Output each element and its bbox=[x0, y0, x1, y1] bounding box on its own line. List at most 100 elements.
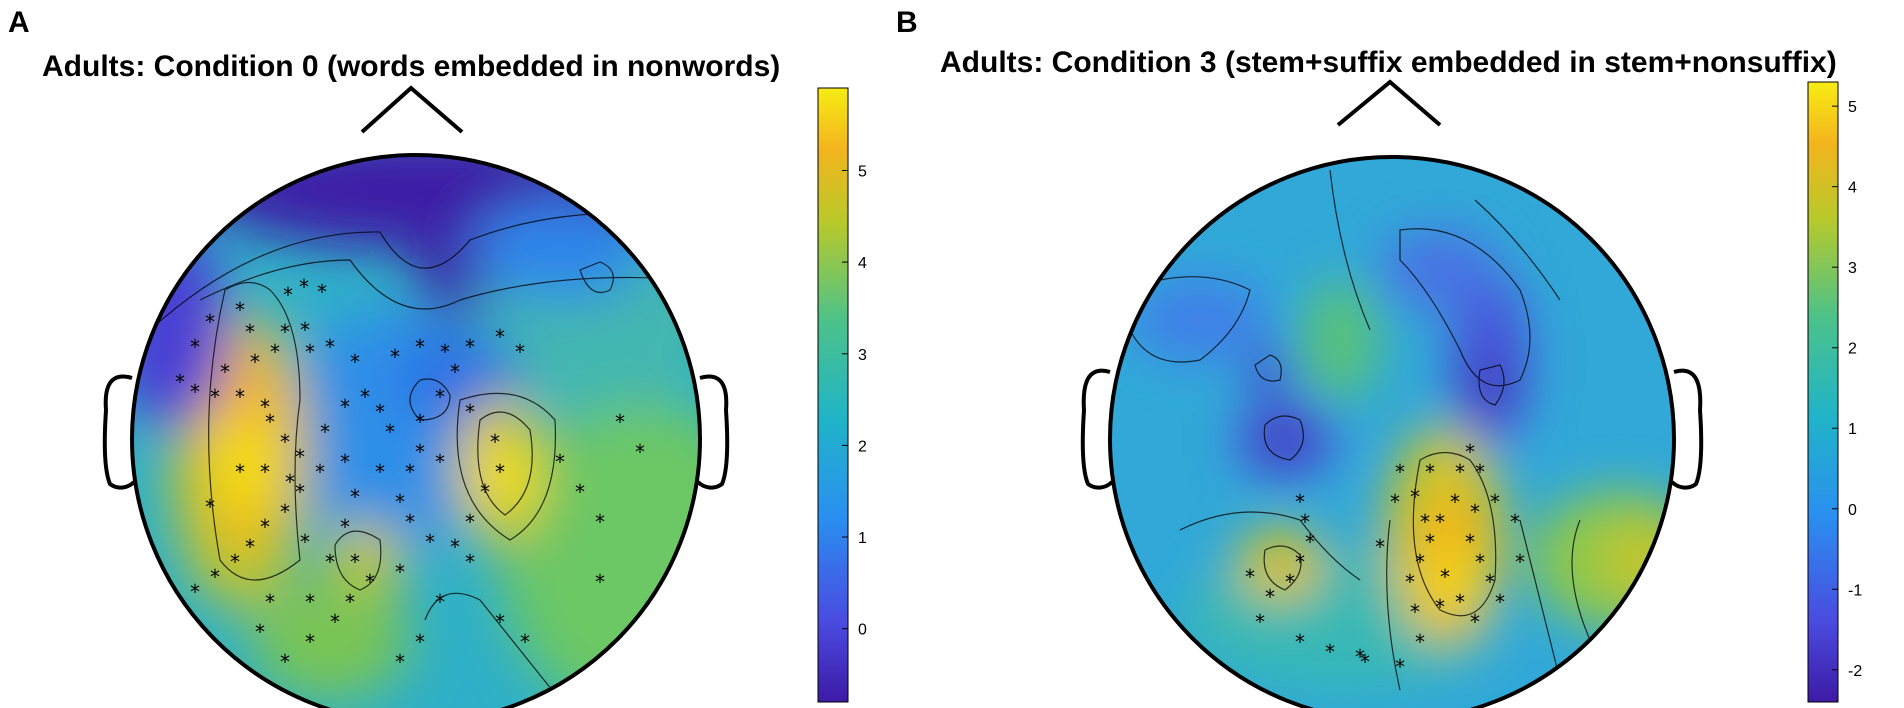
panel-a-electrode-marker: * bbox=[375, 400, 385, 424]
panel-a-electrode-marker: * bbox=[490, 430, 500, 454]
panel-b-label: B bbox=[896, 6, 918, 39]
panel-a-electrode-marker: * bbox=[245, 535, 255, 559]
panel-a-electrode-marker: * bbox=[295, 480, 305, 504]
panel-a-electrode-marker: * bbox=[405, 510, 415, 534]
panel-a-electrode-marker: * bbox=[300, 530, 310, 554]
panel-b-electrode-marker: * bbox=[1405, 570, 1415, 594]
panel-a-electrode-marker: * bbox=[280, 500, 290, 524]
panel-a-electrode-marker: * bbox=[317, 280, 327, 304]
panel-a-electrode-marker: * bbox=[235, 385, 245, 409]
panel-a-electrode-marker: * bbox=[190, 335, 200, 359]
panel-a-electrode-marker: * bbox=[220, 360, 230, 384]
panel-b-electrode-marker: * bbox=[1415, 630, 1425, 654]
panel-a-electrode-marker: * bbox=[285, 470, 295, 494]
panel-b-electrode-marker: * bbox=[1325, 640, 1335, 664]
panel-b-electrode-marker: * bbox=[1420, 510, 1430, 534]
panel-a-electrode-marker: * bbox=[340, 395, 350, 419]
panel-a-colorbar-tick-label: 2 bbox=[858, 438, 867, 455]
panel-a-electrode-marker: * bbox=[175, 370, 185, 394]
panel-a-electrode-marker: * bbox=[450, 535, 460, 559]
panel-a-electrode-marker: * bbox=[315, 460, 325, 484]
panel-a-colorbar-tick-label: 4 bbox=[858, 255, 867, 272]
panel-b-electrode-marker: * bbox=[1415, 550, 1425, 574]
panel-b-colorbar-tick-label: 2 bbox=[1848, 341, 1857, 358]
panel-a-colorbar-tick-label: 5 bbox=[858, 163, 867, 180]
panel-a-electrode-marker: * bbox=[395, 490, 405, 514]
panel-b-electrode-marker: * bbox=[1300, 510, 1310, 534]
panel-a-electrode-marker: * bbox=[205, 495, 215, 519]
panel-a-electrode-marker: * bbox=[260, 395, 270, 419]
panel-a-electrode-marker: * bbox=[360, 385, 370, 409]
panel-a-electrode-marker: * bbox=[283, 283, 293, 307]
panel-b-colorbar-tick-label: 5 bbox=[1848, 99, 1857, 116]
panel-a-electrode-marker: * bbox=[415, 410, 425, 434]
panel-b-electrode-marker: * bbox=[1410, 485, 1420, 509]
panel-a-electrode-marker: * bbox=[305, 590, 315, 614]
panel-b-colorbar-tick-label: 1 bbox=[1848, 421, 1857, 438]
panel-a-electrode-marker: * bbox=[450, 360, 460, 384]
panel-b-electrode-marker: * bbox=[1435, 510, 1445, 534]
panel-a-electrode-marker: * bbox=[350, 350, 360, 374]
panel-a-electrode-marker: * bbox=[320, 420, 330, 444]
panel-a-electrode-marker: * bbox=[635, 440, 645, 464]
panel-b-electrode-marker: * bbox=[1465, 440, 1475, 464]
panel-a-electrode-marker: * bbox=[330, 610, 340, 634]
panel-a-electrode-marker: * bbox=[270, 340, 280, 364]
panel-a-electrode-marker: * bbox=[305, 340, 315, 364]
panel-a-electrode-marker: * bbox=[300, 318, 310, 342]
panel-a-electrode-marker: * bbox=[495, 325, 505, 349]
panel-b-electrode-marker: * bbox=[1255, 610, 1265, 634]
panel-b-electrode-marker: * bbox=[1515, 550, 1525, 574]
panel-a-electrode-marker: * bbox=[515, 340, 525, 364]
panel-a-electrode-marker: * bbox=[465, 550, 475, 574]
panel-a-electrode-marker: * bbox=[415, 630, 425, 654]
panel-b-electrode-marker: * bbox=[1355, 645, 1365, 669]
panel-a-electrode-marker: * bbox=[205, 310, 215, 334]
panel-b-electrode-marker: * bbox=[1295, 550, 1305, 574]
panel-a-electrode-marker: * bbox=[280, 320, 290, 344]
panel-a-electrode-marker: * bbox=[265, 410, 275, 434]
panel-b-electrode-marker: * bbox=[1440, 565, 1450, 589]
panel-a-electrode-marker: * bbox=[340, 450, 350, 474]
panel-a-electrode-marker: * bbox=[265, 590, 275, 614]
panel-b-electrode-marker: * bbox=[1360, 650, 1370, 674]
panel-a-electrode-marker: * bbox=[395, 560, 405, 584]
panel-a-electrode-marker: * bbox=[210, 565, 220, 589]
panel-a-electrode-marker: * bbox=[415, 335, 425, 359]
panel-b-colorbar-tick-label: -1 bbox=[1848, 582, 1862, 599]
panel-b-electrode-marker: * bbox=[1425, 530, 1435, 554]
panel-b-electrode-marker: * bbox=[1475, 550, 1485, 574]
panel-a-electrode-marker: * bbox=[435, 385, 445, 409]
panel-b-topomap: ********* * * ******** *************** ******… bbox=[1080, 79, 1704, 708]
panel-b-electrode-marker: * bbox=[1375, 535, 1385, 559]
panel-a-label: A bbox=[8, 6, 30, 39]
panel-b-electrode-marker: * bbox=[1485, 570, 1495, 594]
panel-a-electrode-marker: * bbox=[520, 630, 530, 654]
panel-b-electrode-marker: * bbox=[1245, 565, 1255, 589]
panel-a-electrode-marker: * bbox=[385, 420, 395, 444]
panel-a-electrode-marker: * bbox=[325, 335, 335, 359]
panel-a-colorbar-tick-label: 0 bbox=[858, 622, 867, 639]
panel-a-electrode-marker: * bbox=[280, 650, 290, 674]
panel-a-electrode-marker: * bbox=[280, 430, 290, 454]
panel-a-electrode-marker: * bbox=[435, 450, 445, 474]
panel-a-electrode-marker: * bbox=[340, 515, 350, 539]
panel-a-electrode-marker: * bbox=[440, 340, 450, 364]
panel-a-colorbar-tick-label: 1 bbox=[858, 530, 867, 547]
panel-a-electrode-marker: * bbox=[615, 410, 625, 434]
panel-a-electrode-marker: * bbox=[435, 590, 445, 614]
panel-a-electrode-marker: * bbox=[235, 298, 245, 322]
panel-a-electrode-marker: * bbox=[255, 620, 265, 644]
panel-a-electrode-marker: * bbox=[365, 570, 375, 594]
panel-b-colorbar-tick-label: 0 bbox=[1848, 502, 1857, 519]
panel-a-electrode-marker: * bbox=[425, 530, 435, 554]
panel-b-electrode-marker: * bbox=[1465, 530, 1475, 554]
panel-a-electrode-marker: * bbox=[299, 275, 309, 299]
panel-a-electrode-marker: * bbox=[395, 650, 405, 674]
panel-a-colorbar: 0 1 2 3 4 5 bbox=[817, 87, 867, 703]
panel-b-colorbar-tick-label: 3 bbox=[1848, 260, 1857, 277]
panel-b-electrode-marker: * bbox=[1295, 630, 1305, 654]
panel-b-electrode-marker: * bbox=[1395, 460, 1405, 484]
panel-b-electrode-marker: * bbox=[1390, 490, 1400, 514]
panel-a-electrode-marker: * bbox=[235, 460, 245, 484]
